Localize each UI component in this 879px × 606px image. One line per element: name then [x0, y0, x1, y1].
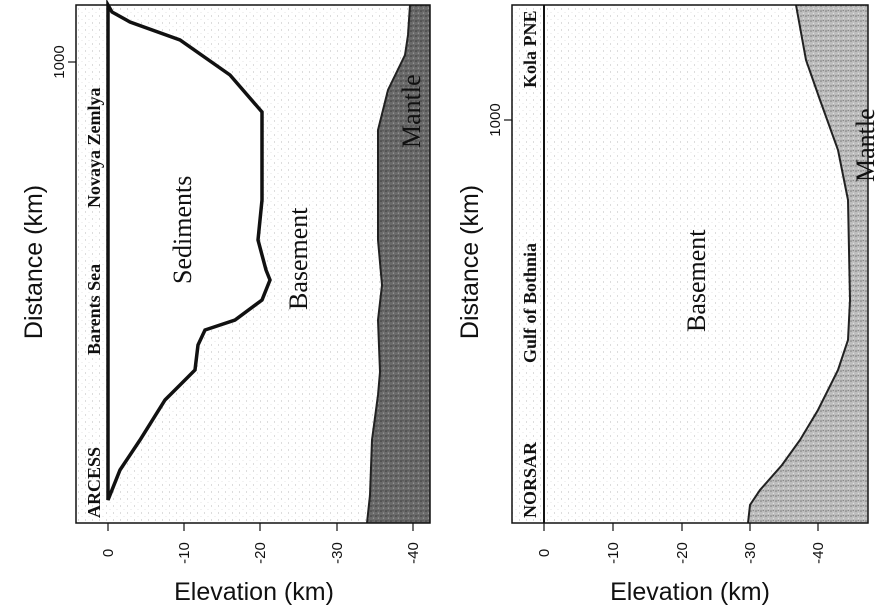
elevation-tick-label: -40 [810, 542, 827, 564]
site-label-arcess: ARCESS [84, 447, 104, 518]
site-label-gulf-of-bothnia: Gulf of Bothnia [520, 243, 540, 363]
distance-axis: 1000 Distance (km) [456, 103, 512, 339]
elevation-axis: 0 -10 -20 -30 -40 Elevation (km) [100, 523, 422, 606]
elevation-tick-label: -20 [252, 542, 269, 564]
region-label-basement: Basement [682, 229, 711, 332]
site-label-norsar: NORSAR [520, 441, 540, 518]
elevation-axis-title: Elevation (km) [174, 578, 334, 606]
elevation-tick-label: -10 [605, 542, 622, 564]
moho-boundary [366, 4, 411, 524]
region-label-sediments: Sediments [168, 176, 197, 284]
panel-norsar-profile: NORSAR Gulf of Bothnia Kola PNE Basement… [456, 4, 879, 606]
region-label-basement: Basement [284, 207, 313, 310]
elevation-tick-label: -30 [742, 542, 759, 564]
distance-tick-label: 1000 [487, 103, 504, 136]
site-label-novaya-zemlya: Novaya Zemlya [84, 88, 104, 209]
site-label-barents-sea: Barents Sea [84, 264, 104, 355]
sediment-basin [106, 0, 272, 501]
elevation-axis: 0 -10 -20 -30 -40 Elevation (km) [536, 523, 827, 606]
panel-barents-profile: ARCESS Barents Sea Novaya Zemlya Sedimen… [20, 0, 431, 606]
moho-boundary [747, 4, 852, 524]
elevation-tick-label: -20 [674, 542, 691, 564]
elevation-tick-label: 0 [536, 549, 553, 557]
mantle-region [367, 5, 430, 523]
elevation-tick-label: 0 [100, 549, 117, 557]
elevation-tick-label: -40 [405, 542, 422, 564]
distance-axis: 1000 Distance (km) [20, 45, 76, 339]
panel-frame [511, 4, 869, 524]
site-label-kola-pne: Kola PNE [520, 10, 540, 88]
mantle-region [748, 5, 868, 523]
region-label-mantle: Mantle [397, 74, 426, 148]
panel-frame [75, 4, 431, 524]
elevation-tick-label: -10 [176, 542, 193, 564]
distance-axis-title: Distance (km) [456, 185, 484, 339]
elevation-tick-label: -30 [329, 542, 346, 564]
elevation-axis-title: Elevation (km) [610, 578, 770, 606]
region-label-mantle: Mantle [851, 108, 879, 182]
distance-tick-label: 1000 [51, 45, 68, 78]
distance-axis-title: Distance (km) [20, 185, 48, 339]
